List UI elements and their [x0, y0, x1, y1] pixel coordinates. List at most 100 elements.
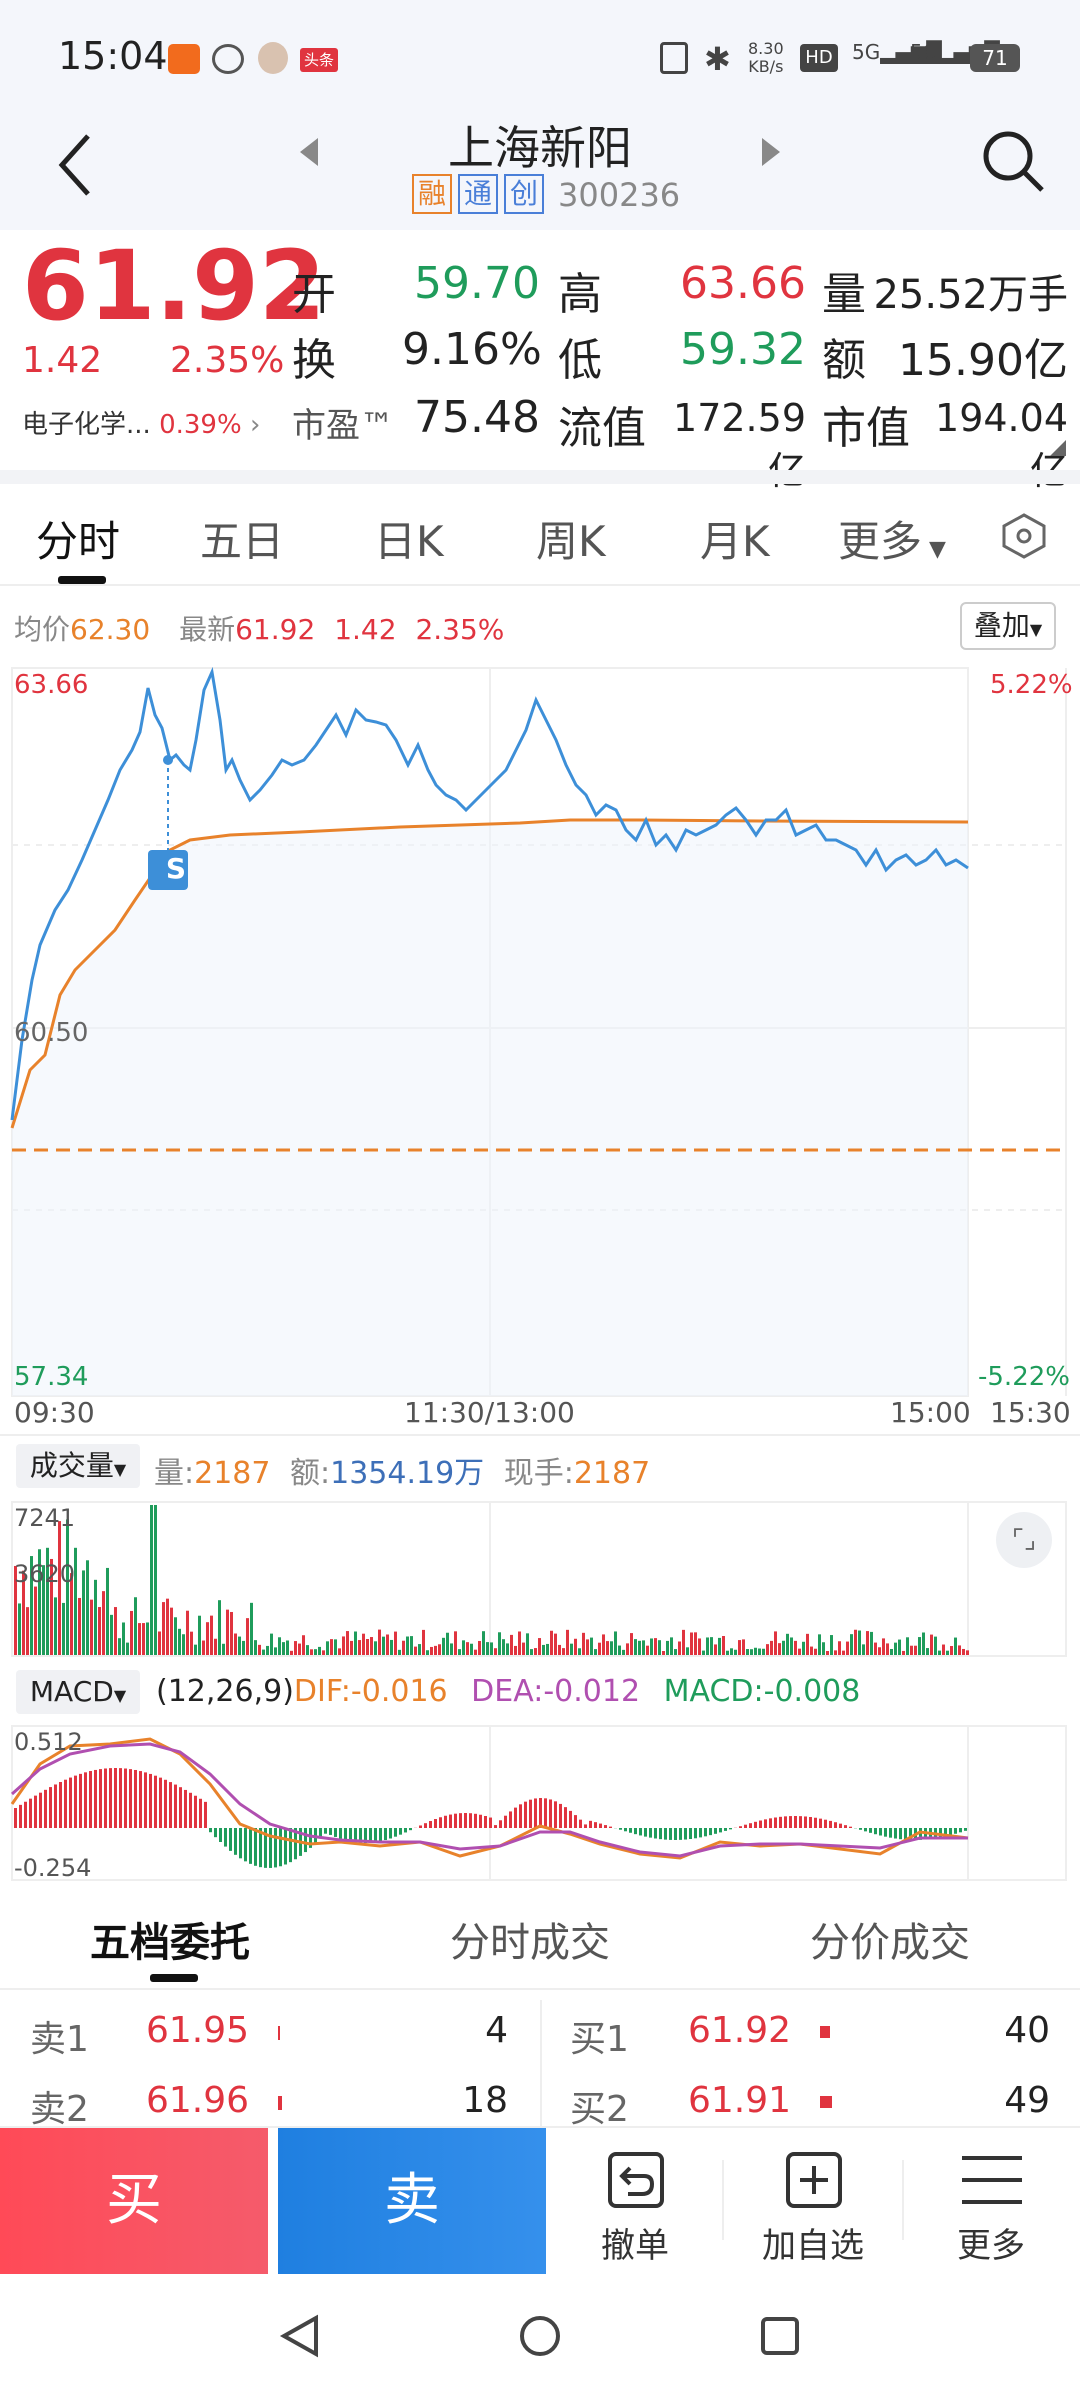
macd-bar [489, 1817, 492, 1828]
volume-bar [310, 1649, 313, 1655]
volume-bar [966, 1650, 969, 1655]
volume-bar [846, 1641, 849, 1655]
volume-bar [514, 1645, 517, 1655]
volume-bar [30, 1556, 33, 1655]
intraday-price-chart[interactable] [0, 660, 1080, 1400]
macd-bar [579, 1819, 582, 1828]
expand-corner-icon[interactable] [1050, 440, 1066, 456]
macd-bar [784, 1816, 787, 1828]
tab-monthly-k[interactable]: 月K [700, 517, 770, 566]
battery-icon: 71 [970, 44, 1020, 72]
volume-bar [702, 1650, 705, 1655]
macd-bar [39, 1792, 42, 1828]
back-icon[interactable] [56, 130, 96, 200]
macd-bar [464, 1813, 467, 1828]
tab-intraday[interactable]: 分时 [36, 517, 121, 566]
macd-bar [884, 1828, 887, 1837]
tab-weekly-k[interactable]: 周K [536, 517, 606, 566]
hand-label: 现手: [503, 1456, 574, 1491]
volume-bar [266, 1645, 269, 1655]
more-button[interactable]: 更多 [906, 2130, 1076, 2270]
macd-bar [889, 1828, 892, 1838]
y-axis-low: 57.34 [14, 1362, 89, 1392]
nav-home-icon[interactable] [518, 2314, 562, 2358]
macd-bar [494, 1825, 497, 1828]
add-watchlist-label: 加自选 [762, 2226, 864, 2266]
volume-bar [114, 1607, 117, 1655]
status-time: 15:04 [58, 34, 168, 78]
tab-order-book[interactable]: 五档委托 [90, 1920, 250, 1966]
settings-hex-icon[interactable] [1000, 512, 1048, 560]
volume-bar [694, 1632, 697, 1655]
volume-bar [738, 1640, 741, 1655]
volume-bar [934, 1636, 937, 1655]
macd-bar [589, 1820, 592, 1828]
tab-five-day[interactable]: 五日 [200, 517, 285, 566]
sell-button[interactable]: 卖 [278, 2128, 546, 2274]
volume-bar [318, 1646, 321, 1655]
prev-stock-icon[interactable] [298, 136, 320, 168]
volume-bar [670, 1637, 673, 1655]
macd-bar [559, 1803, 562, 1828]
fullscreen-icon[interactable]: ⌜⌟ [996, 1512, 1052, 1568]
sell-signal-marker[interactable] [148, 850, 188, 890]
volume-indicator-label: 成交量 [29, 1449, 114, 1482]
volume-bar [542, 1644, 545, 1655]
add-icon [786, 2152, 842, 2208]
sector-link[interactable]: 电子化学... 0.39% › [22, 404, 260, 441]
nav-back-icon[interactable] [278, 2314, 322, 2358]
volume-bar [150, 1505, 153, 1655]
macd-y-top: 0.512 [14, 1728, 83, 1756]
macd-bar [794, 1816, 797, 1828]
volume-bar [946, 1650, 949, 1655]
volume-bar [506, 1643, 509, 1655]
overlay-button[interactable]: 叠加▼ [960, 602, 1056, 650]
volume-bar [594, 1649, 597, 1655]
volume-bar [774, 1631, 777, 1655]
tab-daily-k[interactable]: 日K [374, 517, 444, 566]
tab-price-trades[interactable]: 分价成交 [810, 1920, 970, 1966]
network-speed: 8.30 KB/s [748, 39, 784, 76]
macd-bar [194, 1795, 197, 1828]
tab-tick-trades[interactable]: 分时成交 [450, 1920, 610, 1966]
volume-bar [554, 1633, 557, 1655]
macd-bar [74, 1775, 77, 1828]
vol-value: 2187 [194, 1456, 271, 1491]
bluetooth-icon: ✱ [704, 40, 731, 78]
buy-button[interactable]: 买 [0, 2128, 268, 2274]
volume-bar [706, 1637, 709, 1655]
macd-bar [729, 1828, 732, 1830]
macd-bar [664, 1828, 667, 1840]
volume-bar [598, 1642, 601, 1655]
volume-bar [550, 1630, 553, 1655]
volume-bar [254, 1640, 257, 1655]
volume-bar [610, 1641, 613, 1655]
volume-bar [826, 1650, 829, 1655]
low-label: 低 [558, 335, 602, 386]
macd-bar [909, 1828, 912, 1840]
macd-indicator-select[interactable]: MACD▼ [16, 1670, 140, 1714]
macd-bar [834, 1822, 837, 1828]
nav-recents-icon[interactable] [758, 2314, 802, 2358]
cancel-order-button[interactable]: 撤单 [550, 2130, 720, 2270]
macd-bar [404, 1828, 407, 1833]
volume-bar [430, 1646, 433, 1655]
volume-bar [258, 1644, 261, 1655]
volume-chart[interactable] [0, 1500, 1080, 1660]
macd-bar [894, 1828, 897, 1839]
macd-bar [444, 1815, 447, 1828]
add-watchlist-button[interactable]: 加自选 [728, 2130, 898, 2270]
search-icon[interactable] [980, 128, 1046, 194]
macd-bar [244, 1828, 247, 1862]
volume-indicator-select[interactable]: 成交量▼ [16, 1444, 140, 1488]
next-stock-icon[interactable] [760, 136, 782, 168]
stock-code: 300236 [558, 176, 681, 214]
tab-more[interactable]: 更多 ▼ [838, 508, 946, 569]
caret-down-icon: ▼ [1029, 620, 1043, 639]
macd-bar [529, 1799, 532, 1828]
volume-y-mid: 3620 [14, 1560, 76, 1588]
volume-bar [122, 1622, 125, 1655]
volume-bar [338, 1648, 341, 1655]
macd-chart[interactable] [0, 1724, 1080, 1884]
volume-bar [798, 1648, 801, 1655]
